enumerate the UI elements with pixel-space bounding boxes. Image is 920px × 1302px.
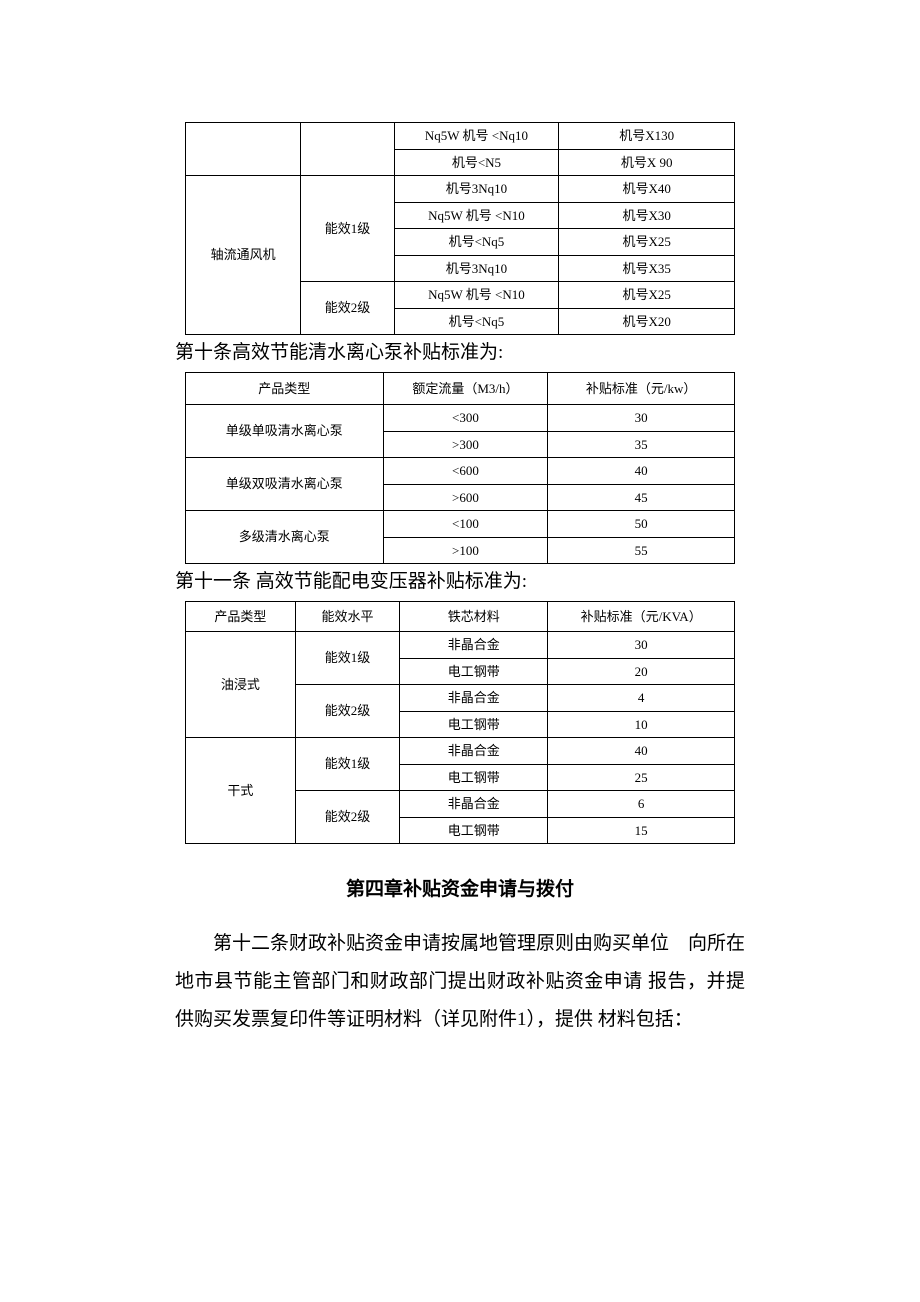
heading-article-10: 第十条高效节能清水离心泵补贴标准为: — [175, 339, 745, 368]
fan-subsidy-table: Nq5W 机号 <Nq10机号X130机号<N5机号X 90轴流通风机能效1级机… — [185, 122, 735, 335]
article-12-para: 第十二条财政补贴资金申请按属地管理原则由购买单位 向所在地市县节能主管部门和财政… — [175, 925, 745, 1039]
pump-subsidy-table: 产品类型额定流量（M3/h）补贴标准（元/kw）单级单吸清水离心泵<30030>… — [185, 372, 735, 565]
heading-article-11: 第十一条 高效节能配电变压器补贴标准为: — [175, 568, 745, 597]
chapter-4-title: 第四章补贴资金申请与拨付 — [175, 874, 745, 901]
transformer-subsidy-table: 产品类型能效水平铁芯材料补贴标准（元/KVA）油浸式能效1级非晶合金30电工钢带… — [185, 601, 735, 845]
